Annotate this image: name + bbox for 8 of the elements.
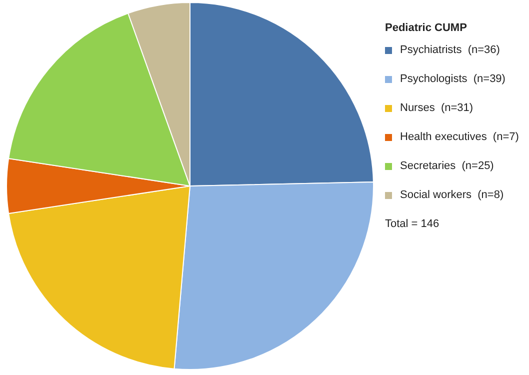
legend-label: Psychologists (n=39): [400, 73, 506, 85]
legend-label: Health executives (n=7): [400, 131, 519, 143]
legend-label: Secretaries (n=25): [400, 160, 494, 172]
legend-label: Nurses (n=31): [400, 102, 474, 114]
legend-label: Social workers (n=8): [400, 189, 504, 201]
legend-title: Pediatric CUMP: [385, 22, 468, 34]
text: Total = 146: [385, 218, 440, 230]
legend-label: Psychiatrists (n=36): [400, 44, 500, 56]
